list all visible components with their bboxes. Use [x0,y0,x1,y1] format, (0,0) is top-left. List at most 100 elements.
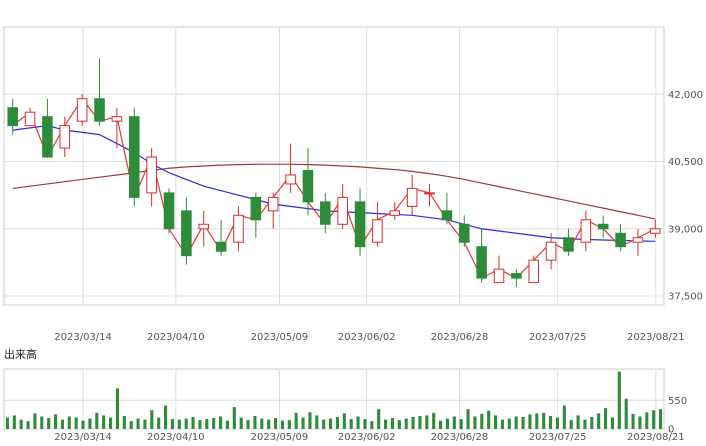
volume-y-tick-label: 550 [668,396,687,407]
price-grid [4,27,664,305]
candle-body [285,174,296,185]
volume-bar [122,415,126,429]
volume-bar [342,413,346,429]
volume-bar [480,413,484,429]
volume-bar [294,412,298,429]
volume-bar [487,410,491,429]
volume-bar [390,418,394,429]
price-x-tick-label: 2023/06/28 [431,332,489,343]
candle-body [215,241,227,252]
candle-body [650,228,661,234]
volume-x-tick-label: 2023/08/21 [627,432,685,443]
volume-bar [232,407,236,429]
candle [424,183,435,207]
volume-bar [5,417,9,429]
candle-body [528,259,540,284]
volume-bar [590,417,594,429]
candle [406,174,418,216]
candle-body [389,210,401,216]
candle [632,228,644,256]
volume-bar [425,415,429,429]
volume-bar [624,398,628,429]
volume-bar [528,414,532,429]
candle [59,116,71,158]
candle-body [337,196,348,225]
volume-bar [177,419,181,429]
volume-x-tick-label: 2023/07/25 [529,432,587,443]
price-x-tick-label: 2023/05/09 [251,332,309,343]
candle-body [42,116,53,158]
candle-body [24,111,36,127]
candle-body [372,219,383,243]
volume-bar [253,415,257,429]
candle [302,148,314,216]
volume-x-tick-label: 2023/03/14 [54,432,112,443]
volume-bar [631,413,635,429]
volume-bar [267,419,271,429]
candle-body [111,116,123,122]
volume-bar [260,418,264,429]
volume-bar [459,419,463,429]
volume-bar [335,417,339,429]
candle-body [94,98,105,122]
volume-bar [329,418,333,429]
volume-bar [576,415,580,429]
candle-body [59,125,71,149]
volume-bar [652,410,656,429]
volume-bar [555,417,559,429]
volume-bar [445,418,449,429]
volume-bar [225,420,229,429]
candle [511,269,522,288]
volume-bar [150,410,154,429]
price-x-tick-label: 2023/06/02 [338,332,396,343]
candle-body [545,241,557,261]
candle [597,215,609,238]
price-y-axis: 42,000 40,500 39,000 37,500 [668,90,703,303]
moving-average-long [12,163,656,220]
candle [128,107,140,207]
candle-body [632,237,644,243]
volume-bar [617,371,621,429]
candle [372,201,383,247]
volume-panel: 550 0 [3,368,687,436]
candle [337,183,348,229]
volume-title: 出来高 [4,347,37,361]
volume-bar [136,418,140,429]
volume-bar [157,417,161,429]
volume-bar [507,418,511,429]
candle [94,58,105,126]
volume-plot-frame [3,368,665,430]
volume-bar [322,419,326,429]
volume-bar [109,417,113,429]
volume-bar [287,420,291,429]
candle-body [267,196,279,212]
volume-bar [363,419,367,429]
candle [563,228,574,256]
volume-x-axis: 2023/03/14 2023/04/10 2023/05/09 2023/06/02… [54,432,684,443]
candle-body [181,210,192,257]
volume-bar [349,419,353,429]
volume-bar [212,418,216,429]
volume-bar [404,418,408,429]
volume-y-tick-label: 0 [668,425,674,436]
volume-bar [40,416,44,429]
candle-body [354,201,366,248]
volume-bar [569,420,573,429]
candle [354,188,366,256]
candle-body [424,192,435,195]
price-panel: 42,000 40,500 39,000 37,500 [3,26,703,306]
candle [493,255,505,284]
price-x-axis: 2023/03/14 2023/04/10 2023/05/09 2023/06/02… [54,332,684,343]
candle [441,192,453,225]
volume-bar [205,419,209,429]
candle-body [493,268,505,284]
volume-bar [439,420,443,429]
volume-bar [102,415,106,429]
candle [389,201,401,220]
candle-body [76,98,88,122]
volume-y-axis: 550 0 [668,396,687,436]
candle [215,219,227,256]
volume-bar [597,413,601,429]
candle-body [302,169,314,203]
